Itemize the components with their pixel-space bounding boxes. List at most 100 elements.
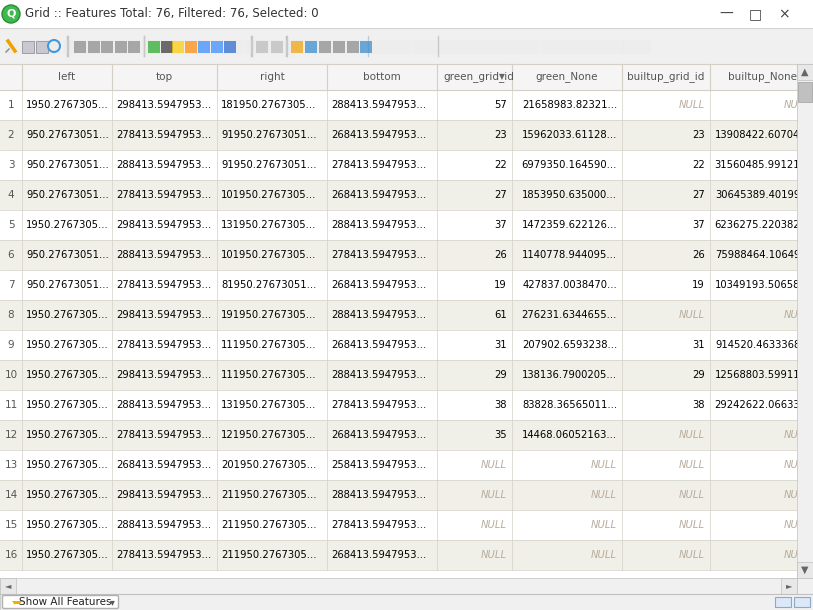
Bar [299,40,313,54]
Bar [0,270,797,300]
Text: 211950.2767305...: 211950.2767305... [221,520,316,530]
Text: 268413.5947953...: 268413.5947953... [331,130,426,140]
Text: 288413.5947953...: 288413.5947953... [331,490,426,500]
Text: □: □ [749,7,762,21]
Bar [313,40,327,54]
Text: right: right [259,72,285,82]
Bar [229,40,243,54]
Text: builtup_grid_id: builtup_grid_id [628,71,705,82]
Bar [0,240,797,270]
Bar [797,64,813,80]
Text: NULL: NULL [784,310,810,320]
Bar [0,0,813,28]
Bar [384,40,398,54]
Bar [568,40,582,54]
Bar [87,40,100,53]
Text: 9: 9 [7,340,15,350]
Bar [291,41,303,53]
Text: NULL: NULL [784,430,810,440]
Bar [215,40,229,54]
Text: 278413.5947953...: 278413.5947953... [116,190,211,200]
Text: 278413.5947953...: 278413.5947953... [116,430,211,440]
Bar [91,40,105,54]
Circle shape [2,5,20,23]
Text: 201950.2767305...: 201950.2767305... [221,460,316,470]
Bar [101,40,114,53]
Text: 101950.2767305...: 101950.2767305... [221,190,316,200]
Bar [224,41,236,53]
Text: 23: 23 [494,130,507,140]
Text: 22: 22 [494,160,507,170]
Text: 1950.2767305...: 1950.2767305... [26,550,109,560]
Text: 75988464.10649...: 75988464.10649... [715,250,810,260]
Text: Grid :: Features Total: 76, Filtered: 76, Selected: 0: Grid :: Features Total: 76, Filtered: 76… [25,7,319,21]
Text: NULL: NULL [480,460,507,470]
Text: 13908422.60704...: 13908422.60704... [715,130,810,140]
Text: 207902.6593238...: 207902.6593238... [522,340,617,350]
Text: 191950.2767305...: 191950.2767305... [221,310,316,320]
Text: 268413.5947953...: 268413.5947953... [116,460,211,470]
Bar [161,41,173,53]
Text: left: left [59,72,76,82]
Text: 298413.5947953...: 298413.5947953... [116,100,211,110]
Text: green_grid_id: green_grid_id [443,71,514,82]
Bar [525,40,539,54]
Text: 288413.5947953...: 288413.5947953... [331,310,426,320]
Text: NULL: NULL [679,430,705,440]
Bar [320,40,333,53]
Bar [341,40,355,54]
Text: 29: 29 [692,370,705,380]
Bar [334,40,347,53]
Text: 15962033.61128...: 15962033.61128... [522,130,617,140]
Text: 268413.5947953...: 268413.5947953... [331,430,426,440]
Text: NULL: NULL [784,490,810,500]
Text: NULL: NULL [784,100,810,110]
Bar [349,40,362,53]
Text: 12: 12 [4,430,18,440]
Text: 268413.5947953...: 268413.5947953... [331,190,426,200]
Text: NULL: NULL [784,520,810,530]
Bar [0,390,797,420]
Bar [413,40,427,54]
Text: NULL: NULL [679,490,705,500]
Text: 14: 14 [4,490,18,500]
Bar [186,40,200,54]
Text: 1950.2767305...: 1950.2767305... [26,400,109,410]
Bar [0,450,797,480]
Text: 31560485.99121...: 31560485.99121... [715,160,810,170]
Bar [347,41,359,53]
Bar [173,40,187,54]
Text: bottom: bottom [363,72,401,82]
Bar [185,41,197,53]
Text: 4: 4 [7,190,15,200]
Bar [797,64,813,578]
Bar [200,40,214,54]
Text: 37: 37 [693,220,705,230]
Bar [0,28,813,64]
Bar [236,40,249,53]
Bar [623,40,637,54]
Bar [0,64,813,90]
Text: NULL: NULL [591,490,617,500]
Text: 288413.5947953...: 288413.5947953... [331,370,426,380]
Text: 131950.2767305...: 131950.2767305... [221,400,316,410]
Bar [333,41,345,53]
Text: 22: 22 [692,160,705,170]
Text: Q: Q [7,9,15,19]
Bar [51,40,64,53]
Bar [88,41,100,53]
Text: 131950.2767305...: 131950.2767305... [221,220,316,230]
Bar [105,40,119,54]
Text: 23: 23 [693,130,705,140]
Text: 6979350.164590...: 6979350.164590... [522,160,617,170]
Text: NULL: NULL [591,520,617,530]
Text: 29: 29 [494,370,507,380]
Bar [0,150,797,180]
Text: ▼: ▼ [499,73,505,82]
Text: 278413.5947953...: 278413.5947953... [116,550,211,560]
Text: 278413.5947953...: 278413.5947953... [331,160,426,170]
Bar [0,570,797,594]
Bar [582,40,596,54]
Text: 91950.27673051...: 91950.27673051... [221,130,316,140]
Text: 278413.5947953...: 278413.5947953... [331,250,426,260]
